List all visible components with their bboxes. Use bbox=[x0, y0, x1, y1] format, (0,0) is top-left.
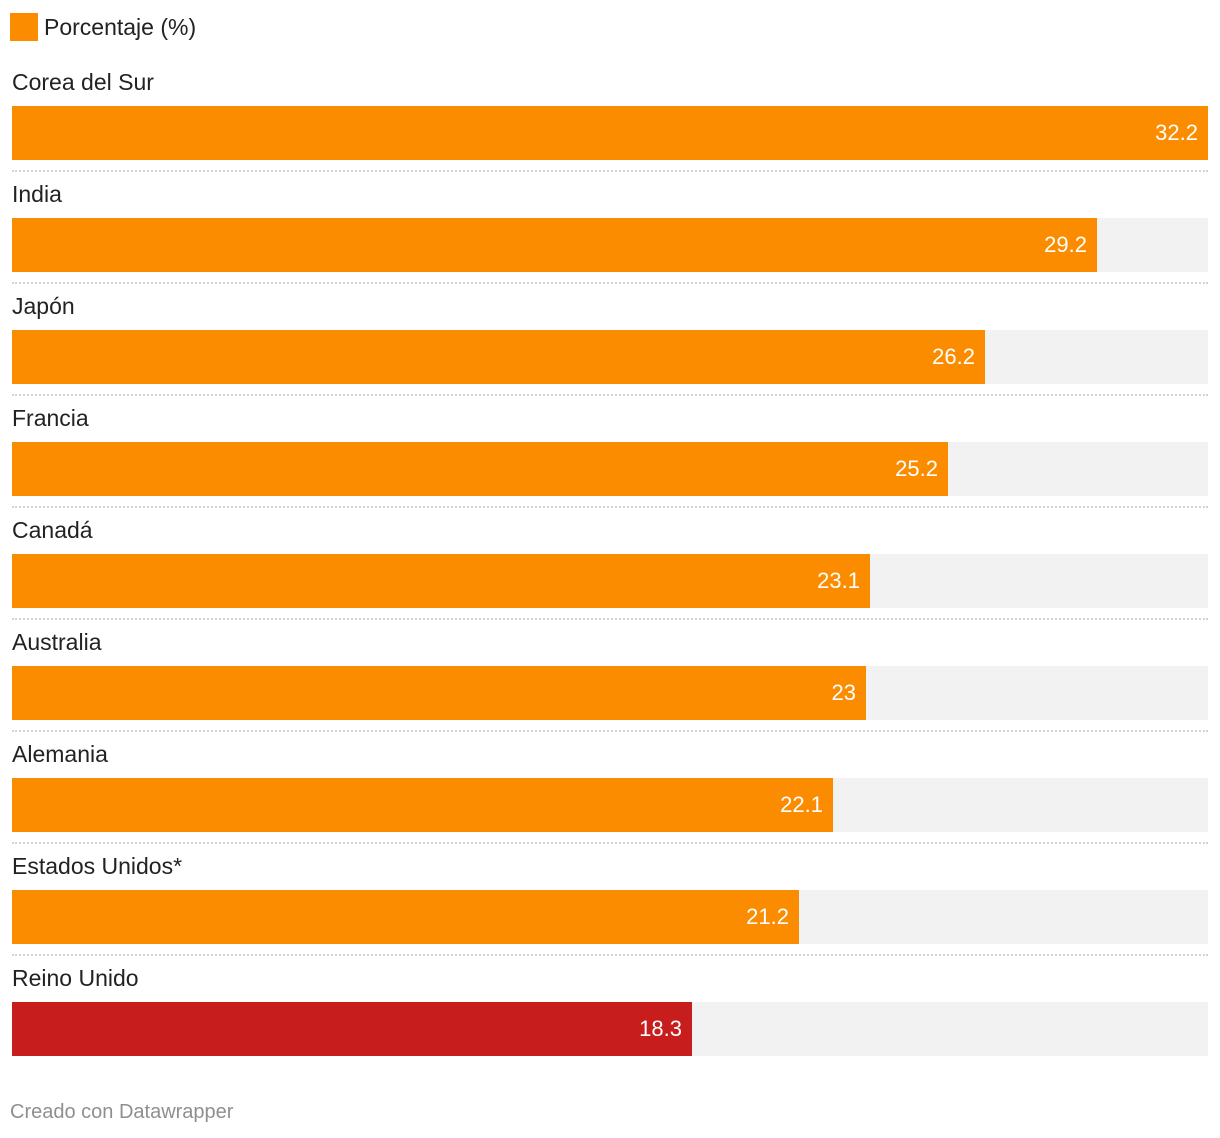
bar-chart: Corea del Sur 32.2 India 29.2 Japón 26.2 Franc… bbox=[12, 63, 1208, 1071]
bar-row: Japón 26.2 bbox=[12, 287, 1208, 399]
bar-row: Alemania 22.1 bbox=[12, 735, 1208, 847]
row-divider bbox=[12, 954, 1208, 956]
bar-track: 23.1 bbox=[12, 554, 1208, 608]
bar: 18.3 bbox=[12, 1002, 692, 1056]
bar-value-label: 25.2 bbox=[895, 456, 938, 481]
bar-track: 22.1 bbox=[12, 778, 1208, 832]
category-label: India bbox=[12, 181, 62, 207]
row-divider bbox=[12, 842, 1208, 844]
bar: 21.2 bbox=[12, 890, 799, 944]
category-label: Canadá bbox=[12, 517, 93, 543]
bar-track: 23 bbox=[12, 666, 1208, 720]
bar-row: Francia 25.2 bbox=[12, 399, 1208, 511]
bar: 26.2 bbox=[12, 330, 985, 384]
bar-row: Reino Unido 18.3 bbox=[12, 959, 1208, 1071]
category-label: Corea del Sur bbox=[12, 69, 154, 95]
bar-track: 25.2 bbox=[12, 442, 1208, 496]
row-divider bbox=[12, 618, 1208, 620]
bar-value-label: 26.2 bbox=[932, 344, 975, 369]
bar-track: 29.2 bbox=[12, 218, 1208, 272]
category-label: Australia bbox=[12, 629, 102, 655]
bar-track: 18.3 bbox=[12, 1002, 1208, 1056]
row-divider bbox=[12, 170, 1208, 172]
bar-value-label: 22.1 bbox=[780, 792, 823, 817]
bar: 23 bbox=[12, 666, 866, 720]
legend-swatch bbox=[10, 13, 38, 41]
category-label: Reino Unido bbox=[12, 965, 139, 991]
bar-value-label: 32.2 bbox=[1155, 120, 1198, 145]
legend: Porcentaje (%) bbox=[10, 12, 196, 42]
category-label: Francia bbox=[12, 405, 89, 431]
category-label: Japón bbox=[12, 293, 75, 319]
bar-row: Australia 23 bbox=[12, 623, 1208, 735]
category-label: Estados Unidos* bbox=[12, 853, 183, 879]
row-divider bbox=[12, 730, 1208, 732]
category-label: Alemania bbox=[12, 741, 108, 767]
bar-value-label: 29.2 bbox=[1044, 232, 1087, 257]
bar: 29.2 bbox=[12, 218, 1097, 272]
bar: 25.2 bbox=[12, 442, 948, 496]
legend-label: Porcentaje (%) bbox=[44, 13, 197, 40]
bar: 22.1 bbox=[12, 778, 833, 832]
bar-value-label: 23 bbox=[831, 680, 856, 705]
row-divider bbox=[12, 282, 1208, 284]
bar-row: Corea del Sur 32.2 bbox=[12, 63, 1208, 175]
bar-row: Estados Unidos* 21.2 bbox=[12, 847, 1208, 959]
bar-value-label: 18.3 bbox=[639, 1016, 682, 1041]
bar-row: Canadá 23.1 bbox=[12, 511, 1208, 623]
bar: 32.2 bbox=[12, 106, 1208, 160]
bar-value-label: 23.1 bbox=[817, 568, 860, 593]
row-divider bbox=[12, 506, 1208, 508]
bar-track: 32.2 bbox=[12, 106, 1208, 160]
credit-text: Creado con Datawrapper bbox=[10, 1101, 234, 1123]
bar-value-label: 21.2 bbox=[746, 904, 789, 929]
row-divider bbox=[12, 394, 1208, 396]
bar-track: 21.2 bbox=[12, 890, 1208, 944]
bar-track: 26.2 bbox=[12, 330, 1208, 384]
bar: 23.1 bbox=[12, 554, 870, 608]
bar-row: India 29.2 bbox=[12, 175, 1208, 287]
